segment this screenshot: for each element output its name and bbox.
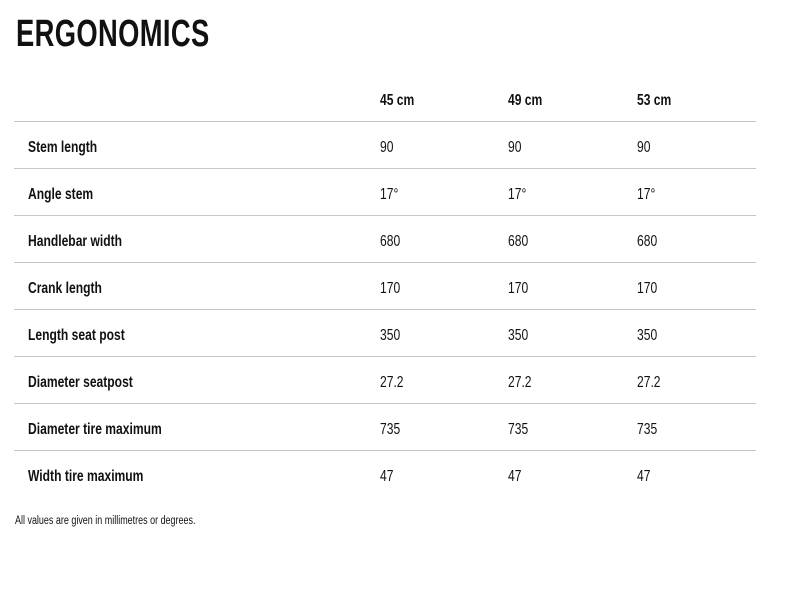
column-header-53cm: 53 cm	[637, 91, 672, 109]
cell-value: 350	[508, 327, 529, 344]
value-cell: 350	[637, 324, 756, 344]
table-row-crank-length: Crank length 170 170 170	[14, 262, 756, 309]
cell-value: 680	[637, 233, 658, 250]
value-cell: 47	[508, 465, 637, 485]
value-cell: 735	[508, 418, 637, 438]
value-cell: 27.2	[637, 371, 756, 391]
column-header-45cm: 45 cm	[380, 91, 415, 109]
cell-value: 27.2	[380, 374, 404, 391]
row-label-cell: Stem length	[14, 136, 380, 156]
value-cell: 680	[508, 230, 637, 250]
column-header-49cm: 49 cm	[508, 91, 543, 109]
cell-value: 680	[380, 233, 401, 250]
table-header-row: 45 cm 49 cm 53 cm	[14, 80, 756, 121]
cell-value: 90	[637, 139, 651, 156]
row-label: Crank length	[28, 280, 102, 297]
header-cell: 45 cm	[380, 92, 508, 110]
cell-value: 735	[508, 421, 529, 438]
value-cell: 170	[380, 277, 508, 297]
cell-value: 90	[508, 139, 522, 156]
header-cell: 49 cm	[508, 92, 637, 110]
value-cell: 27.2	[508, 371, 637, 391]
cell-value: 90	[380, 139, 394, 156]
table-row-handlebar-width: Handlebar width 680 680 680	[14, 215, 756, 262]
value-cell: 680	[637, 230, 756, 250]
cell-value: 350	[380, 327, 401, 344]
footnote-text: All values are given in millimetres or d…	[15, 515, 196, 527]
cell-value: 170	[637, 280, 658, 297]
table-row-diameter-tire-maximum: Diameter tire maximum 735 735 735	[14, 403, 756, 450]
value-cell: 47	[637, 465, 756, 485]
page-title: ERGONOMICS	[16, 14, 802, 54]
value-cell: 17°	[508, 183, 637, 203]
cell-value: 350	[637, 327, 658, 344]
cell-value: 170	[380, 280, 401, 297]
row-label-cell: Diameter seatpost	[14, 371, 380, 391]
cell-value: 735	[637, 421, 658, 438]
table-row-angle-stem: Angle stem 17° 17° 17°	[14, 168, 756, 215]
row-label-cell: Length seat post	[14, 324, 380, 344]
cell-value: 27.2	[508, 374, 532, 391]
value-cell: 170	[637, 277, 756, 297]
footnote: All values are given in millimetres or d…	[15, 514, 802, 528]
table-row-stem-length: Stem length 90 90 90	[14, 121, 756, 168]
value-cell: 735	[637, 418, 756, 438]
value-cell: 47	[380, 465, 508, 485]
ergonomics-page: ERGONOMICS 45 cm 49 cm 53 cm Stem length…	[0, 14, 802, 528]
page-title-text: ERGONOMICS	[16, 13, 210, 55]
cell-value: 735	[380, 421, 401, 438]
row-label-cell: Diameter tire maximum	[14, 418, 380, 438]
value-cell: 680	[380, 230, 508, 250]
cell-value: 47	[508, 468, 522, 485]
cell-value: 680	[508, 233, 529, 250]
row-label: Angle stem	[28, 186, 94, 203]
row-label-cell: Handlebar width	[14, 230, 380, 250]
header-cell: 53 cm	[637, 92, 756, 110]
value-cell: 17°	[380, 183, 508, 203]
cell-value: 170	[508, 280, 529, 297]
row-label: Length seat post	[28, 327, 125, 344]
value-cell: 170	[508, 277, 637, 297]
value-cell: 27.2	[380, 371, 508, 391]
value-cell: 90	[637, 136, 756, 156]
row-label: Stem length	[28, 139, 98, 156]
cell-value: 17°	[637, 186, 656, 203]
row-label-cell: Angle stem	[14, 183, 380, 203]
value-cell: 17°	[637, 183, 756, 203]
cell-value: 17°	[380, 186, 399, 203]
value-cell: 90	[508, 136, 637, 156]
value-cell: 350	[508, 324, 637, 344]
cell-value: 47	[637, 468, 651, 485]
row-label-cell: Width tire maximum	[14, 465, 380, 485]
table-row-width-tire-maximum: Width tire maximum 47 47 47	[14, 450, 756, 497]
ergonomics-spec-table: 45 cm 49 cm 53 cm Stem length 90 90 90 A…	[14, 80, 756, 497]
table-row-length-seat-post: Length seat post 350 350 350	[14, 309, 756, 356]
row-label-cell: Crank length	[14, 277, 380, 297]
value-cell: 735	[380, 418, 508, 438]
row-label: Width tire maximum	[28, 468, 144, 485]
cell-value: 17°	[508, 186, 527, 203]
table-row-diameter-seatpost: Diameter seatpost 27.2 27.2 27.2	[14, 356, 756, 403]
row-label: Handlebar width	[28, 233, 123, 250]
row-label: Diameter seatpost	[28, 374, 133, 391]
value-cell: 350	[380, 324, 508, 344]
row-label: Diameter tire maximum	[28, 421, 162, 438]
cell-value: 47	[380, 468, 394, 485]
cell-value: 27.2	[637, 374, 661, 391]
value-cell: 90	[380, 136, 508, 156]
